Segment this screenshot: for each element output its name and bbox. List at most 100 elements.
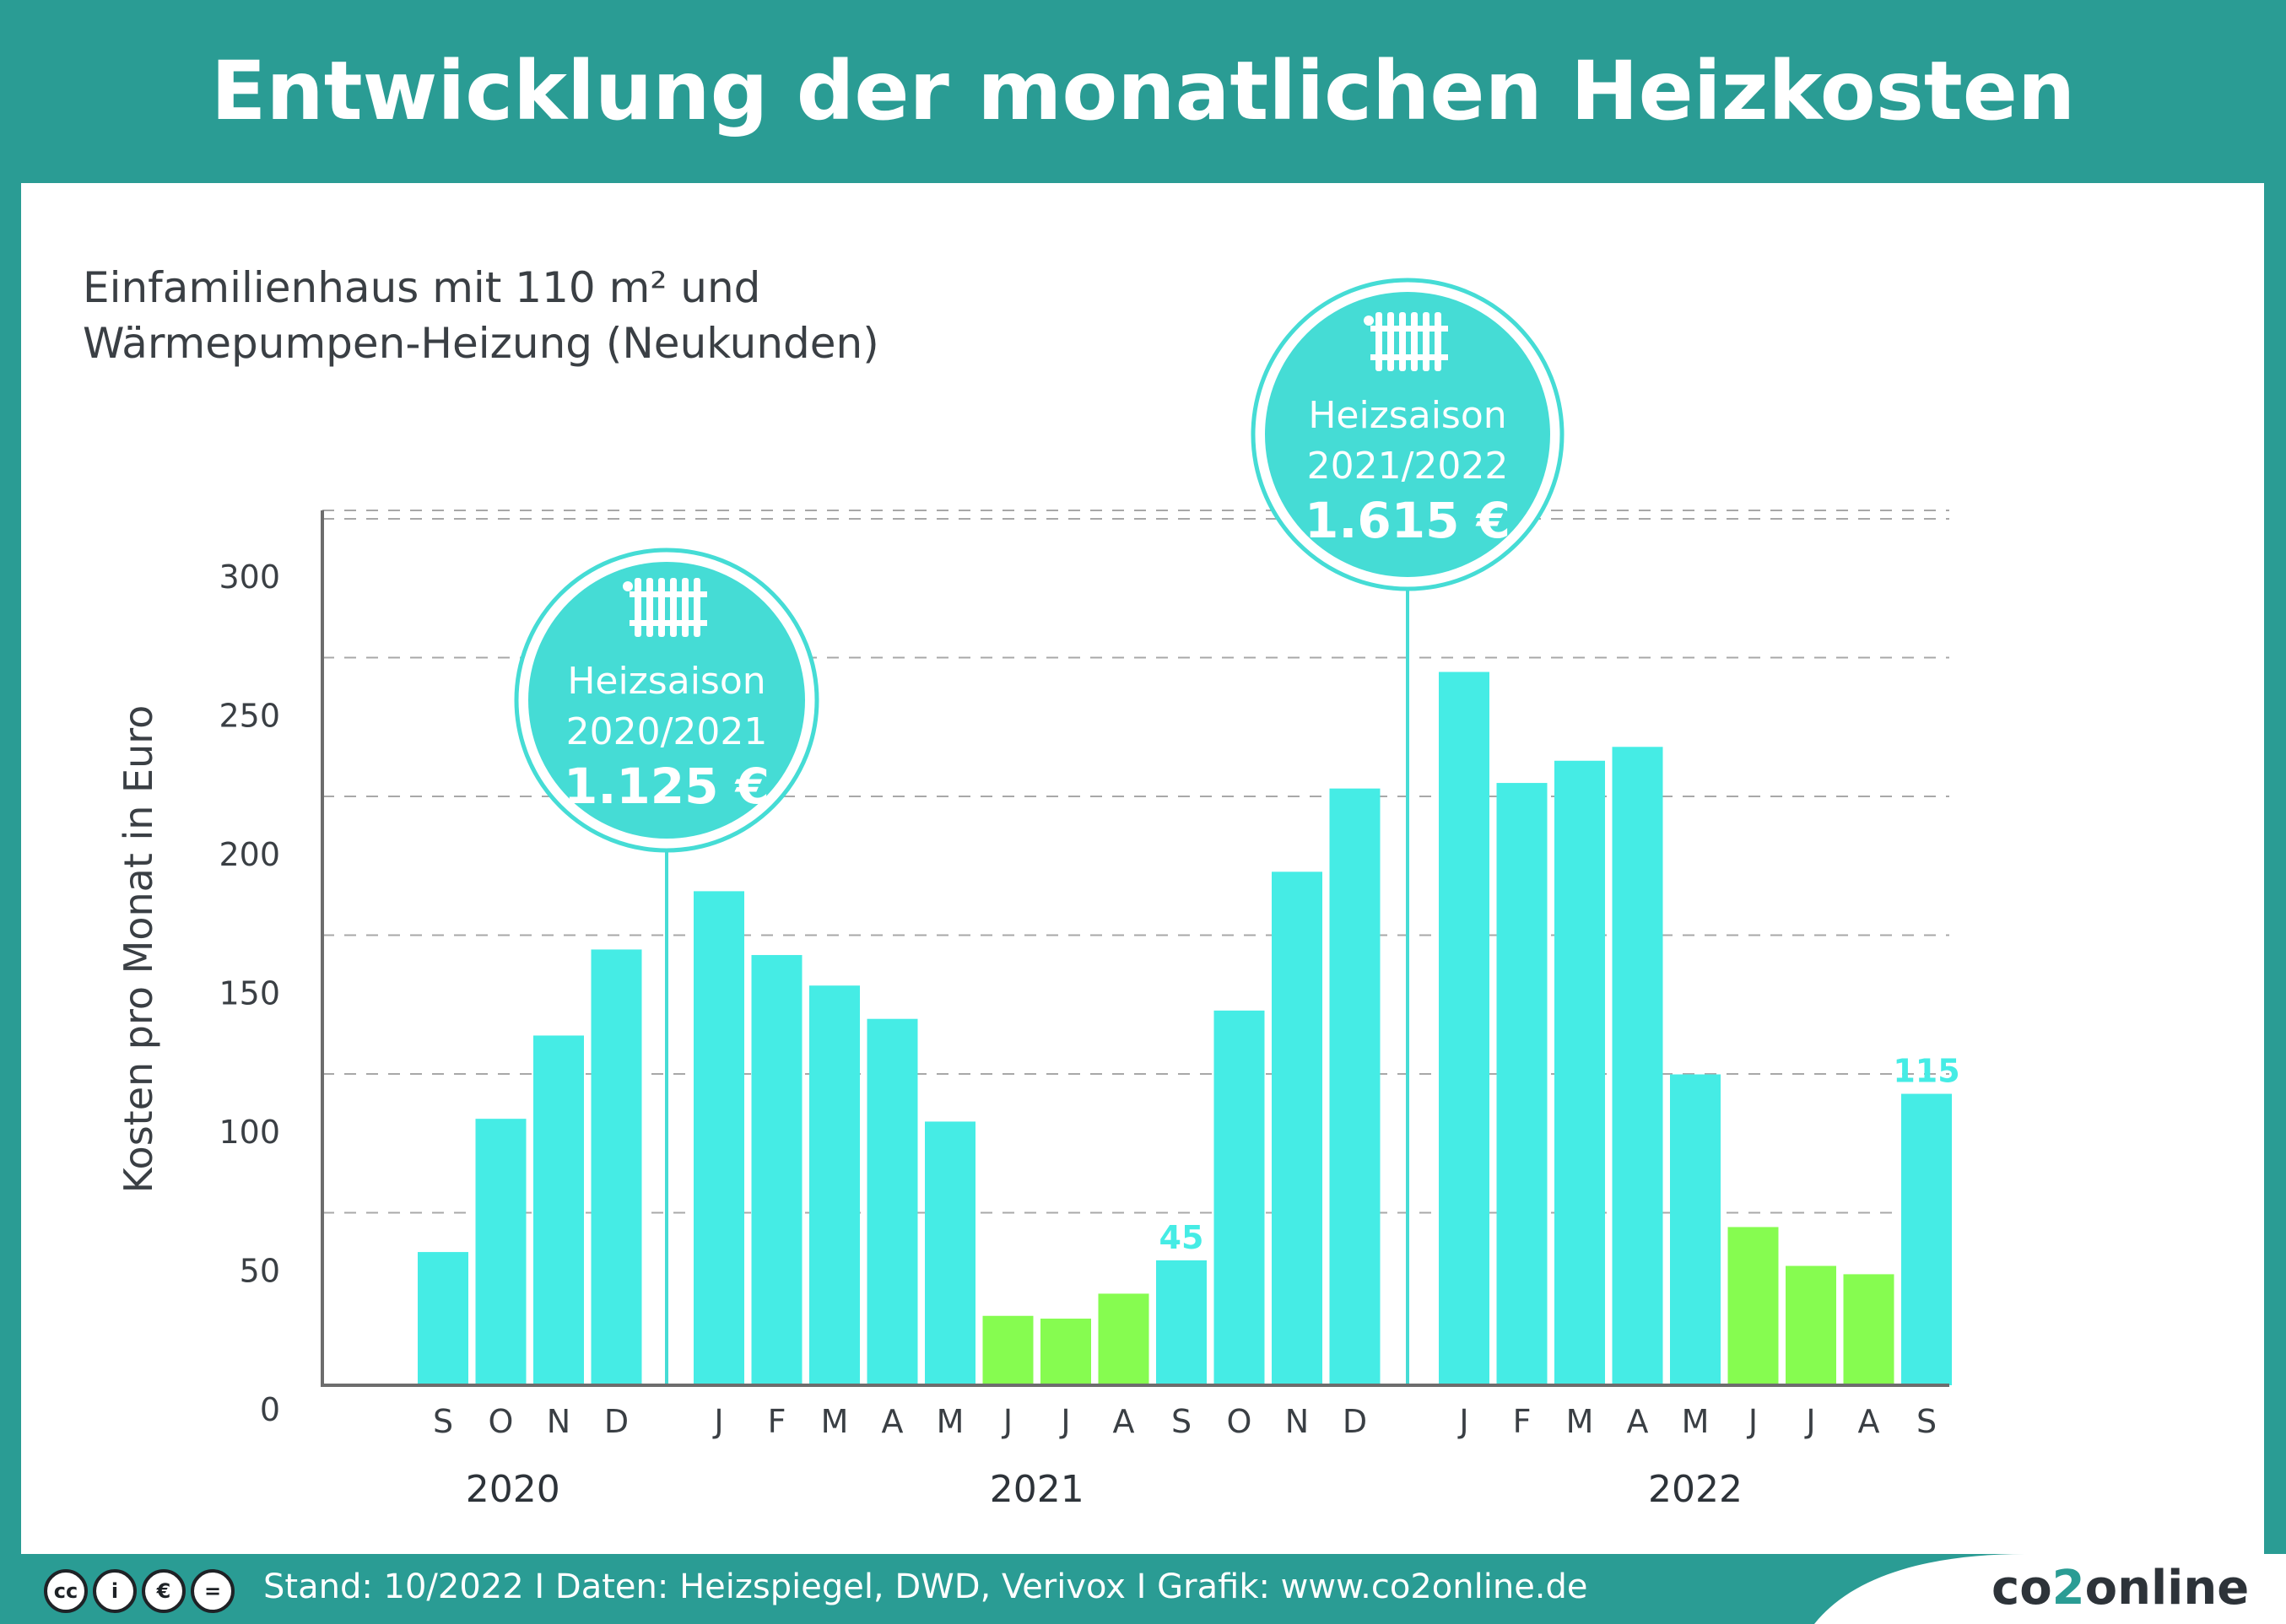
bar-23 [1843, 1274, 1894, 1385]
x-tick-16: J [1457, 1403, 1468, 1440]
bar-0 [418, 1252, 468, 1385]
bar-7 [867, 1018, 918, 1385]
bar-2 [533, 1035, 584, 1385]
bar-24 [1901, 1093, 1952, 1385]
y-tick-300: 300 [219, 558, 280, 596]
year-label-2021: 2021 [990, 1468, 1084, 1511]
callout-label-1: Heizsaison [1308, 394, 1506, 437]
radiator-pipe [630, 620, 707, 626]
footer-background [0, 1554, 2286, 1624]
x-tick-8: M [937, 1403, 965, 1440]
radiator-pipe [630, 591, 707, 597]
data-labels: 45 115 [1159, 1053, 1960, 1256]
y-tick-0: 0 [260, 1391, 280, 1428]
x-tick-5: F [768, 1403, 786, 1440]
year-label-2020: 2020 [466, 1468, 560, 1511]
y-tick-labels: 0 50 100 150 200 250 300 [219, 558, 280, 1428]
radiator-fin [670, 578, 677, 637]
x-tick-6: M [821, 1403, 849, 1440]
x-tick-0: S [433, 1403, 453, 1440]
bar-14 [1272, 871, 1322, 1385]
logo-text-2: 2 [2051, 1561, 2085, 1616]
callout-amount-1: 1.615 € [1305, 492, 1510, 549]
year-labels: 2020 2021 2022 [466, 1468, 1743, 1511]
y-axis-label: Kosten pro Monat in Euro [116, 705, 161, 1194]
bar-20 [1670, 1074, 1721, 1385]
x-tick-13: O [1227, 1403, 1252, 1440]
radiator-pipe [1370, 326, 1448, 332]
radiator-fin [635, 578, 641, 637]
x-tick-21: J [1747, 1403, 1758, 1440]
bar-3 [591, 949, 642, 1385]
bar-19 [1612, 747, 1663, 1385]
radiator-fin [646, 578, 653, 637]
callout-amount-0: 1.125 € [564, 758, 770, 815]
data-label-12: 45 [1159, 1219, 1204, 1256]
footer-credit: Stand: 10/2022 I Daten: Heizspiegel, DWD… [263, 1567, 1588, 1606]
callout-circle-0 [528, 562, 805, 839]
nd-icon: = [191, 1569, 235, 1613]
bar-4 [694, 891, 744, 1385]
radiator-fin [1411, 312, 1418, 371]
bar-1 [475, 1119, 527, 1385]
x-tick-7: A [882, 1403, 904, 1440]
y-tick-200: 200 [219, 836, 280, 873]
x-tick-17: F [1513, 1403, 1532, 1440]
x-tick-23: A [1858, 1403, 1880, 1440]
bars [418, 672, 1952, 1385]
bar-16 [1439, 672, 1489, 1385]
bar-10 [1040, 1319, 1091, 1385]
x-tick-4: J [712, 1403, 723, 1440]
bar-22 [1786, 1265, 1836, 1385]
bar-5 [751, 955, 803, 1385]
radiator-pipe [1370, 354, 1448, 360]
radiator-fin [1399, 312, 1406, 371]
callout-label-0: Heizsaison [567, 660, 765, 703]
chart-subtitle: Einfamilienhaus mit 110 m² und Wärmepump… [83, 260, 879, 371]
x-tick-14: N [1285, 1403, 1309, 1440]
nc-icon: € [142, 1569, 186, 1613]
co2online-logo[interactable]: co2online [1991, 1561, 2249, 1616]
x-tick-9: J [1002, 1403, 1013, 1440]
callout-season-0: 2020/2021 [566, 710, 768, 753]
y-tick-250: 250 [219, 698, 280, 735]
bar-18 [1554, 760, 1605, 1385]
y-tick-50: 50 [240, 1253, 280, 1290]
logo-text-co: co [1991, 1561, 2052, 1616]
license-icons: cc i € = [44, 1569, 235, 1613]
callout-circle-1 [1265, 292, 1550, 577]
cc-icon: cc [44, 1569, 88, 1613]
header-banner: Entwicklung der monatlichen Heizkosten [0, 0, 2286, 181]
radiator-icon [623, 578, 707, 637]
by-icon: i [93, 1569, 137, 1613]
callout-connectors [665, 582, 1409, 1385]
radiator-valve [623, 581, 633, 591]
bar-13 [1213, 1010, 1265, 1385]
bar-8 [925, 1121, 975, 1385]
x-tick-2: N [547, 1403, 570, 1440]
bar-21 [1727, 1227, 1779, 1385]
page-title: Entwicklung der monatlichen Heizkosten [210, 43, 2076, 138]
x-tick-22: J [1804, 1403, 1815, 1440]
bar-12 [1156, 1260, 1207, 1385]
radiator-icon [1364, 312, 1448, 371]
radiator-valve [1364, 316, 1374, 326]
bar-6 [809, 985, 860, 1385]
y-tick-150: 150 [219, 975, 280, 1012]
data-label-24: 115 [1893, 1053, 1959, 1090]
x-tick-18: M [1566, 1403, 1594, 1440]
radiator-fin [694, 578, 700, 637]
x-tick-24: S [1916, 1403, 1937, 1440]
subtitle-line-2: Wärmepumpen-Heizung (Neukunden) [83, 319, 879, 368]
bar-9 [982, 1315, 1034, 1385]
callout-season-1: 2021/2022 [1307, 445, 1509, 488]
x-tick-12: S [1171, 1403, 1192, 1440]
x-tick-11: A [1113, 1403, 1135, 1440]
x-tick-19: A [1627, 1403, 1649, 1440]
logo-text-online: online [2084, 1561, 2250, 1616]
footer: cc i € = Stand: 10/2022 I Daten: Heizspi… [0, 1554, 2286, 1624]
bar-17 [1496, 783, 1548, 1385]
axes [321, 510, 1949, 1387]
